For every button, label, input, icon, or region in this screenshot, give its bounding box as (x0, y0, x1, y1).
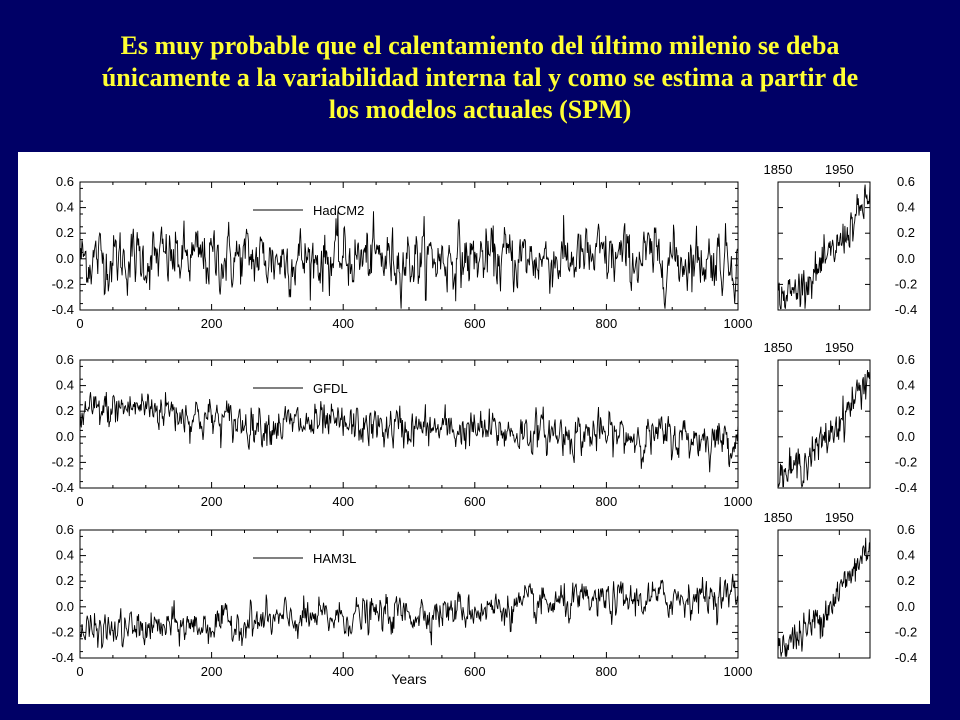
x-tick-label: 0 (76, 494, 83, 509)
inset-y-tick-label: 0.4 (897, 378, 915, 393)
slide-title-line-3: los modelos actuales (SPM) (328, 95, 632, 124)
inset-observed-line-HAM3L (777, 537, 871, 657)
y-tick-label: 0.4 (56, 548, 74, 563)
x-tick-label: 1000 (724, 316, 753, 331)
slide-title: Es muy probable que el calentamiento del… (0, 30, 960, 126)
x-tick-label: 200 (201, 664, 223, 679)
x-tick-label: 400 (332, 316, 354, 331)
series-line-HAM3L (79, 573, 739, 650)
inset-y-tick-label: -0.4 (895, 480, 917, 495)
inset-x-tick-label: 1850 (764, 510, 793, 525)
inset-y-tick-label: 0.2 (897, 225, 915, 240)
x-tick-label: 1000 (724, 664, 753, 679)
inset-plot-frame-GFDL (777, 359, 871, 489)
inset-y-tick-label: -0.4 (895, 650, 917, 665)
legend-label-HadCM2: HadCM2 (313, 203, 364, 218)
inset-observed-line-GFDL (777, 369, 871, 488)
y-tick-label: -0.4 (52, 302, 74, 317)
inset-x-tick-label: 1950 (825, 510, 854, 525)
y-tick-label: 0.4 (56, 378, 74, 393)
x-tick-label: 400 (332, 664, 354, 679)
inset-plot-frame-HadCM2 (777, 181, 871, 311)
inset-y-tick-label: -0.2 (895, 624, 917, 639)
inset-y-tick-label: 0.4 (897, 200, 915, 215)
y-tick-label: -0.4 (52, 650, 74, 665)
y-tick-label: 0.2 (56, 225, 74, 240)
inset-y-tick-label: -0.2 (895, 276, 917, 291)
x-tick-label: 600 (464, 494, 486, 509)
inset-y-tick-label: 0.2 (897, 573, 915, 588)
y-tick-label: 0.0 (56, 599, 74, 614)
figure-panel: -0.4 -0.4 -0.2 -0.2 0.0 0.0 0.2 0.2 0.4 0.4 0.6 0.6… (18, 152, 930, 704)
legend-label-GFDL: GFDL (313, 381, 348, 396)
inset-y-tick-label: 0.6 (897, 352, 915, 367)
y-tick-label: -0.2 (52, 454, 74, 469)
x-tick-label: 800 (596, 664, 618, 679)
inset-x-tick-label: 1950 (825, 162, 854, 177)
x-axis-title: Years (391, 671, 426, 687)
y-tick-label: 0.2 (56, 573, 74, 588)
x-tick-label: 600 (464, 316, 486, 331)
inset-y-tick-label: 0.6 (897, 522, 915, 537)
series-line-GFDL (79, 391, 739, 473)
y-tick-label: 0.0 (56, 429, 74, 444)
legend-label-HAM3L: HAM3L (313, 551, 356, 566)
inset-x-tick-label: 1850 (764, 162, 793, 177)
y-tick-label: 0.0 (56, 251, 74, 266)
inset-y-tick-label: -0.4 (895, 302, 917, 317)
inset-y-tick-label: 0.0 (897, 599, 915, 614)
x-tick-label: 1000 (724, 494, 753, 509)
y-tick-label: 0.6 (56, 522, 74, 537)
inset-plot-frame-HAM3L (777, 529, 871, 659)
inset-y-tick-label: 0.2 (897, 403, 915, 418)
inset-y-tick-label: -0.2 (895, 454, 917, 469)
y-tick-label: -0.2 (52, 276, 74, 291)
y-tick-label: -0.2 (52, 624, 74, 639)
inset-y-tick-label: 0.0 (897, 429, 915, 444)
x-tick-label: 800 (596, 494, 618, 509)
y-tick-label: -0.4 (52, 480, 74, 495)
inset-y-tick-label: 0.0 (897, 251, 915, 266)
x-tick-label: 200 (201, 316, 223, 331)
x-tick-label: 800 (596, 316, 618, 331)
figure-svg: -0.4 -0.4 -0.2 -0.2 0.0 0.0 0.2 0.2 0.4 0.4 0.6 0.6… (52, 162, 918, 687)
inset-x-tick-label: 1850 (764, 340, 793, 355)
x-tick-label: 600 (464, 664, 486, 679)
x-tick-label: 200 (201, 494, 223, 509)
inset-x-tick-label: 1950 (825, 340, 854, 355)
y-tick-label: 0.4 (56, 200, 74, 215)
x-tick-label: 0 (76, 316, 83, 331)
slide-title-line-1: Es muy probable que el calentamiento del… (120, 31, 840, 60)
series-line-HadCM2 (79, 211, 739, 309)
inset-y-tick-label: 0.6 (897, 174, 915, 189)
x-tick-label: 400 (332, 494, 354, 509)
slide-title-line-2: únicamente a la variabilidad interna tal… (101, 63, 859, 92)
x-tick-label: 0 (76, 664, 83, 679)
inset-y-tick-label: 0.4 (897, 548, 915, 563)
y-tick-label: 0.6 (56, 352, 74, 367)
y-tick-label: 0.6 (56, 174, 74, 189)
y-tick-label: 0.2 (56, 403, 74, 418)
inset-observed-line-HadCM2 (777, 184, 871, 310)
